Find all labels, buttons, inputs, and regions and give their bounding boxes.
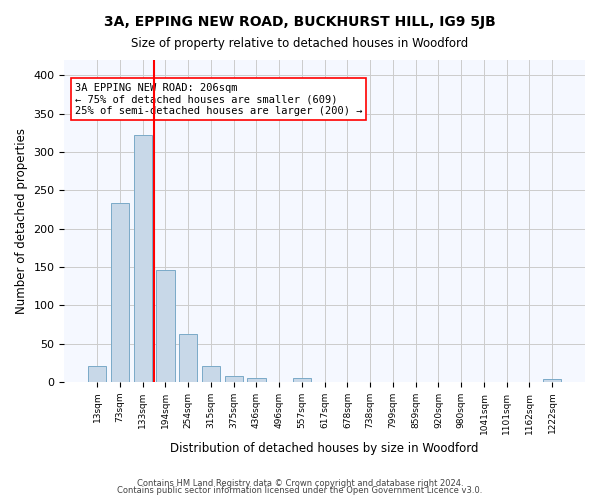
Bar (111, 202, 129, 382)
Text: 3A EPPING NEW ROAD: 206sqm
← 75% of detached houses are smaller (609)
25% of sem: 3A EPPING NEW ROAD: 206sqm ← 75% of deta… (75, 82, 362, 116)
Bar (293, 378, 311, 382)
Text: Contains HM Land Registry data © Crown copyright and database right 2024.: Contains HM Land Registry data © Crown c… (137, 478, 463, 488)
Bar (134, 135, 152, 382)
Text: Size of property relative to detached houses in Woodford: Size of property relative to detached ho… (131, 38, 469, 51)
Bar (179, 334, 197, 382)
Text: Contains public sector information licensed under the Open Government Licence v3: Contains public sector information licen… (118, 486, 482, 495)
Y-axis label: Number of detached properties: Number of detached properties (15, 128, 28, 314)
Bar (543, 379, 562, 382)
Bar (157, 270, 175, 382)
Bar (247, 378, 266, 382)
Text: 3A, EPPING NEW ROAD, BUCKHURST HILL, IG9 5JB: 3A, EPPING NEW ROAD, BUCKHURST HILL, IG9… (104, 15, 496, 29)
Bar (88, 366, 106, 382)
X-axis label: Distribution of detached houses by size in Woodford: Distribution of detached houses by size … (170, 442, 479, 455)
Bar (202, 366, 220, 382)
Bar (224, 376, 243, 382)
